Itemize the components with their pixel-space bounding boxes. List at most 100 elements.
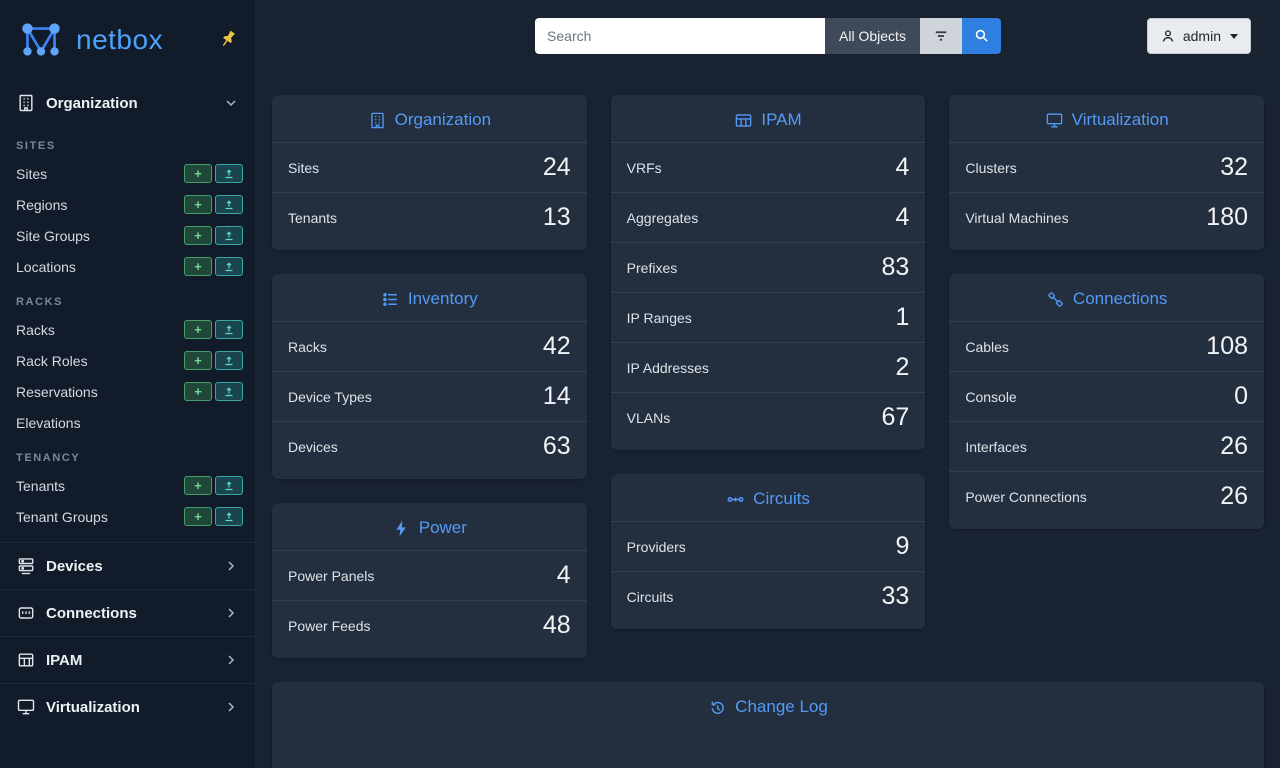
sidebar-item-tenants[interactable]: Tenants + xyxy=(0,470,255,501)
stat-row: Interfaces 26 xyxy=(949,421,1265,471)
import-button[interactable] xyxy=(215,320,243,339)
sidebar-item-regions[interactable]: Regions + xyxy=(0,189,255,220)
stat-value-link[interactable]: 83 xyxy=(881,253,910,281)
monitor-icon xyxy=(16,697,36,717)
sidebar-section-ipam[interactable]: IPAM xyxy=(0,636,255,683)
stat-value-link[interactable]: 1 xyxy=(895,303,910,331)
stat-value-link[interactable]: 0 xyxy=(1234,382,1249,410)
card-inventory: Inventory Racks 42 Device Types 14 Devic… xyxy=(272,274,587,479)
stat-value-link[interactable]: 13 xyxy=(542,203,571,231)
sidebar-item-locations[interactable]: Locations + xyxy=(0,251,255,282)
main-area: All Objects admin Organization xyxy=(256,0,1280,768)
stat-value-link[interactable]: 33 xyxy=(881,582,910,610)
section-label: Organization xyxy=(46,94,138,112)
stat-value-link[interactable]: 26 xyxy=(1220,482,1249,510)
netbox-logo-icon[interactable] xyxy=(16,15,66,65)
chevron-right-icon xyxy=(223,558,239,574)
object-type-dropdown[interactable]: All Objects xyxy=(825,17,920,54)
nav-item-label: Tenant Groups xyxy=(16,508,108,525)
card-header: Connections xyxy=(949,274,1264,321)
stat-value-link[interactable]: 4 xyxy=(895,203,910,231)
circuits-icon xyxy=(726,490,745,509)
stat-row: VRFs 4 xyxy=(610,142,926,192)
cable-icon xyxy=(1046,290,1065,309)
add-button[interactable]: + xyxy=(184,476,212,495)
stat-value-link[interactable]: 9 xyxy=(895,532,910,560)
table-icon xyxy=(734,111,753,130)
add-button[interactable]: + xyxy=(184,320,212,339)
add-button[interactable]: + xyxy=(184,164,212,183)
port-icon xyxy=(16,603,36,623)
lightning-icon xyxy=(392,519,411,538)
card-title: Connections xyxy=(1072,289,1168,308)
stat-value-link[interactable]: 108 xyxy=(1206,332,1249,360)
sidebar-section-virtualization[interactable]: Virtualization xyxy=(0,683,255,730)
section-label: Virtualization xyxy=(46,698,140,716)
sidebar-item-elevations[interactable]: Elevations xyxy=(0,407,255,438)
logo-text[interactable]: netbox xyxy=(76,24,164,55)
building-icon xyxy=(16,93,36,113)
sidebar-item-site-groups[interactable]: Site Groups + xyxy=(0,220,255,251)
import-button[interactable] xyxy=(215,507,243,526)
sidebar-section-organization[interactable]: Organization xyxy=(0,80,255,126)
filter-icon xyxy=(932,27,950,45)
add-button[interactable]: + xyxy=(184,195,212,214)
nav-item-label: Site Groups xyxy=(16,227,90,244)
import-button[interactable] xyxy=(215,351,243,370)
nav-item-label: Reservations xyxy=(16,383,98,400)
import-button[interactable] xyxy=(215,226,243,245)
stat-value-link[interactable]: 42 xyxy=(542,332,571,360)
add-button[interactable]: + xyxy=(184,382,212,401)
import-button[interactable] xyxy=(215,195,243,214)
import-button[interactable] xyxy=(215,164,243,183)
stat-value-link[interactable]: 32 xyxy=(1220,153,1249,181)
group-heading-racks: RACKS xyxy=(16,296,64,308)
card-connections: Connections Cables 108 Console 0 Interfa… xyxy=(949,274,1265,529)
add-button[interactable]: + xyxy=(184,226,212,245)
sidebar-item-tenant-groups[interactable]: Tenant Groups + xyxy=(0,501,255,532)
stat-value-link[interactable]: 63 xyxy=(542,432,571,460)
sidebar-section-devices[interactable]: Devices xyxy=(0,542,255,589)
import-button[interactable] xyxy=(215,476,243,495)
global-search-group: All Objects xyxy=(535,17,1001,54)
stat-label: Sites xyxy=(288,159,320,176)
sidebar-item-rack-roles[interactable]: Rack Roles + xyxy=(0,345,255,376)
chevron-right-icon xyxy=(223,699,239,715)
stat-value-link[interactable]: 2 xyxy=(895,353,910,381)
stat-value-link[interactable]: 4 xyxy=(895,153,910,181)
card-title: IPAM xyxy=(761,110,802,129)
sidebar-item-sites[interactable]: Sites + xyxy=(0,158,255,189)
card-title: Change Log xyxy=(735,697,828,716)
import-button[interactable] xyxy=(215,257,243,276)
stat-value-link[interactable]: 67 xyxy=(881,403,910,431)
add-button[interactable]: + xyxy=(184,351,212,370)
stat-value-link[interactable]: 26 xyxy=(1220,432,1249,460)
add-button[interactable]: + xyxy=(184,257,212,276)
stat-value-link[interactable]: 14 xyxy=(542,382,571,410)
sidebar-item-racks[interactable]: Racks + xyxy=(0,314,255,345)
stat-value-link[interactable]: 24 xyxy=(542,153,571,181)
user-menu-button[interactable]: admin xyxy=(1146,18,1251,54)
sidebar-section-connections[interactable]: Connections xyxy=(0,589,255,636)
card-title: Virtualization xyxy=(1071,110,1169,129)
search-submit-button[interactable] xyxy=(961,17,1001,54)
nav-item-label: Tenants xyxy=(16,477,66,494)
pin-sidebar-icon[interactable] xyxy=(217,28,239,50)
stat-value-link[interactable]: 180 xyxy=(1206,203,1249,231)
stat-row: Providers 9 xyxy=(610,521,926,571)
filter-button[interactable] xyxy=(919,17,962,54)
search-input[interactable] xyxy=(535,17,826,54)
chevron-right-icon xyxy=(223,605,239,621)
card-header: Change Log xyxy=(272,682,1264,729)
import-button[interactable] xyxy=(215,382,243,401)
add-button[interactable]: + xyxy=(184,507,212,526)
sidebar-item-reservations[interactable]: Reservations + xyxy=(0,376,255,407)
card-header: Circuits xyxy=(611,474,926,521)
stat-value-link[interactable]: 48 xyxy=(542,611,571,639)
card-title: Organization xyxy=(394,110,492,129)
stat-row: VLANs 67 xyxy=(610,392,926,442)
card-title: Circuits xyxy=(753,489,810,508)
card-circuits: Circuits Providers 9 Circuits 33 xyxy=(610,474,926,629)
stat-value-link[interactable]: 4 xyxy=(556,561,571,589)
stat-label: IP Addresses xyxy=(626,359,709,376)
